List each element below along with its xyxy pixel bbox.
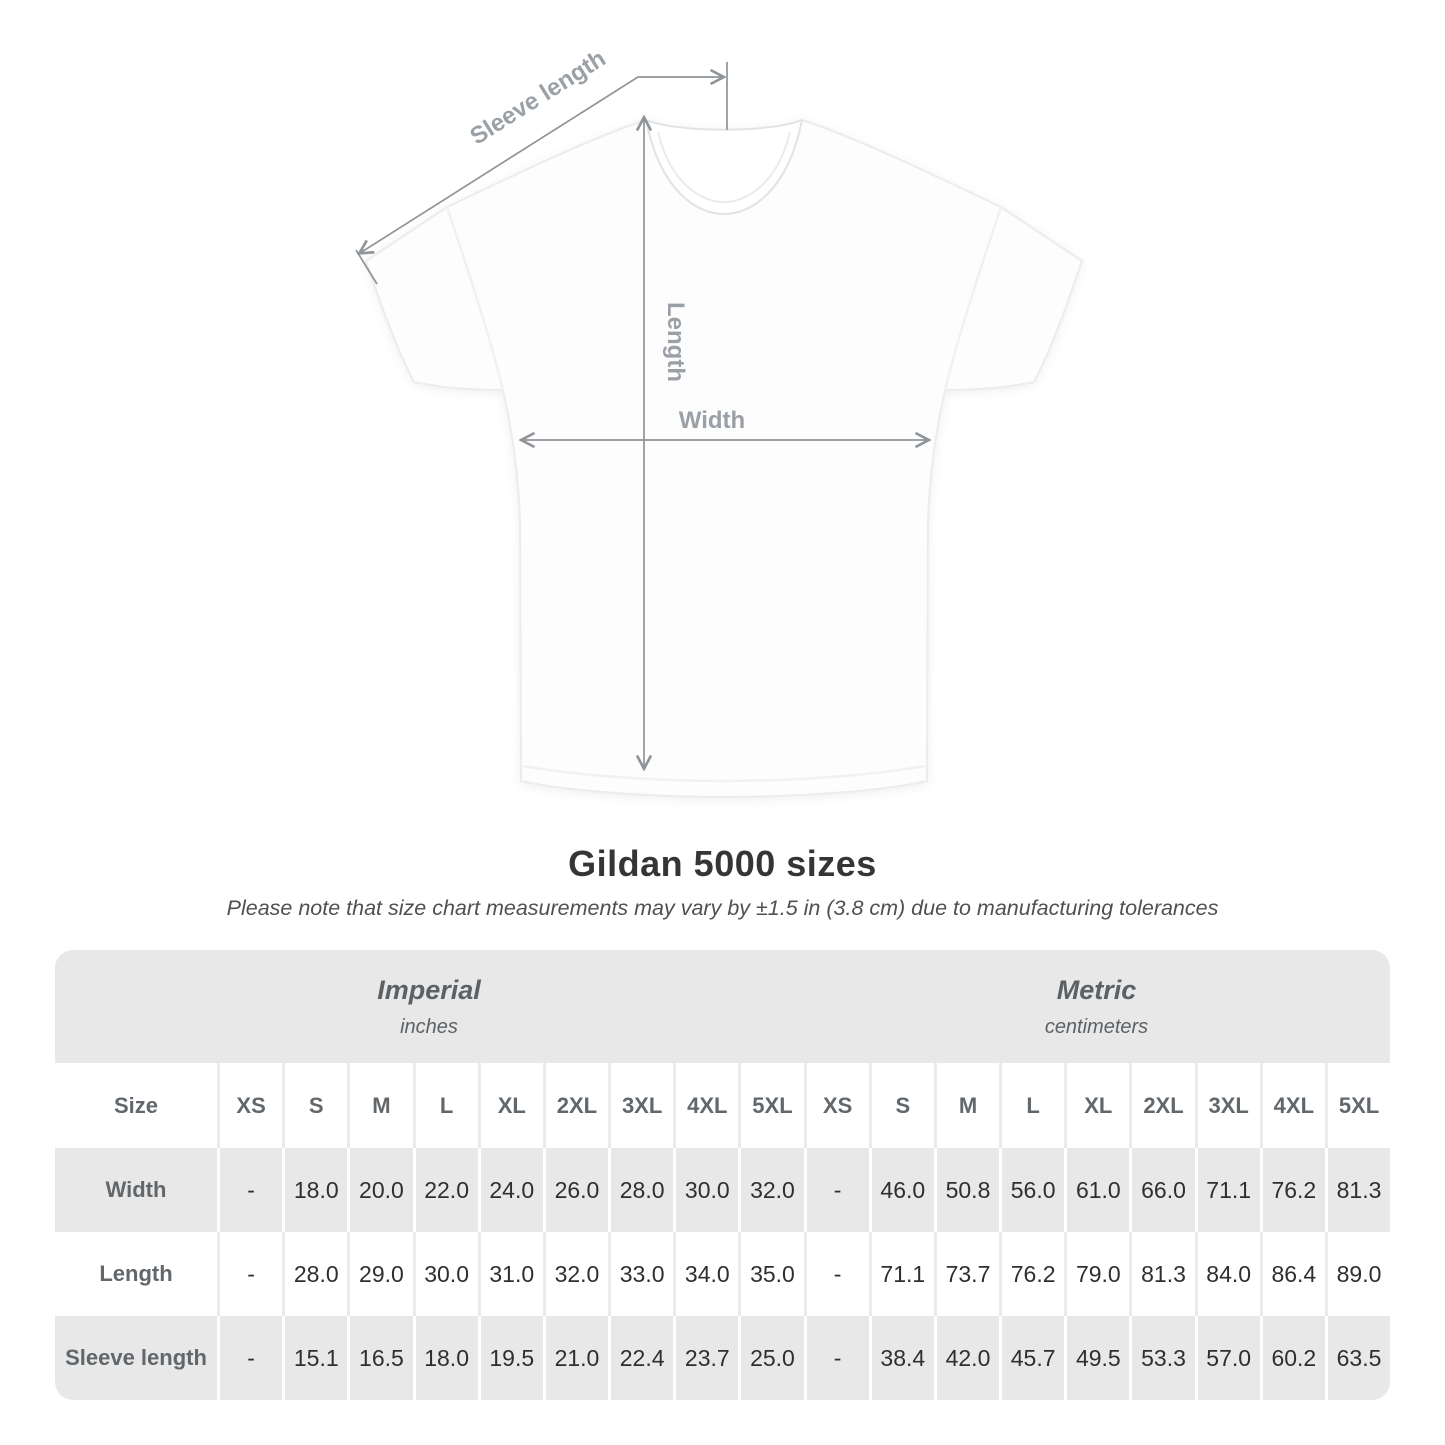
value-cell: - [803, 1148, 869, 1232]
size-corner-label: Size [113, 1092, 159, 1118]
value-cell: 26.0 [542, 1148, 608, 1232]
size-column-header: S [282, 1063, 347, 1148]
value-cell: 35.0 [738, 1232, 803, 1316]
value-cell: 81.3 [1324, 1148, 1390, 1232]
size-column-header: 5XL [1324, 1063, 1390, 1148]
size-column-header: S [868, 1063, 934, 1148]
value-cell: 23.7 [673, 1316, 738, 1400]
value-cell: 30.0 [673, 1148, 738, 1232]
unit-band: Imperial inches Metric centimeters [55, 950, 1390, 1063]
width-label: Width [679, 407, 745, 434]
size-column-header: 2XL [1129, 1063, 1194, 1148]
size-column-header: 3XL [608, 1063, 673, 1148]
value-cell: 76.2 [1259, 1148, 1325, 1232]
value-cell: 81.3 [1129, 1232, 1194, 1316]
value-cell: 60.2 [1259, 1316, 1325, 1400]
value-cell: 20.0 [347, 1148, 412, 1232]
value-cell: 24.0 [477, 1148, 543, 1232]
value-cell: 61.0 [1064, 1148, 1129, 1232]
row-label: Length [99, 1261, 173, 1286]
value-cell: 50.8 [933, 1148, 999, 1232]
value-cell: 22.4 [608, 1316, 673, 1400]
table-row: Length -28.0 29.0 30.0 31.0 32.0 33.0 34.0 35.0-… [55, 1232, 1390, 1316]
value-cell: 19.5 [477, 1316, 543, 1400]
value-cell: 42.0 [933, 1316, 999, 1400]
table-row: Sleeve length -15.1 16.5 18.0 19.5 21.0 22.4 23… [55, 1316, 1390, 1400]
value-cell: 25.0 [738, 1316, 803, 1400]
table-rows: Width -18.0 20.0 22.0 24.0 26.0 28.0 30.0 32.0-4… [55, 1148, 1390, 1400]
size-column-header: XS [803, 1063, 869, 1148]
size-column-header: L [412, 1063, 478, 1148]
value-cell: 22.0 [412, 1148, 478, 1232]
value-cell: 73.7 [933, 1232, 999, 1316]
value-cell: 86.4 [1259, 1232, 1325, 1316]
size-column-header: XS [217, 1063, 282, 1148]
value-cell: 28.0 [282, 1232, 347, 1316]
tolerance-note: Please note that size chart measurements… [226, 896, 1219, 920]
size-column-header: 4XL [1259, 1063, 1325, 1148]
value-cell: 31.0 [477, 1232, 543, 1316]
metric-label: Metric [1056, 974, 1137, 1005]
value-cell: 53.3 [1129, 1316, 1194, 1400]
sleeve-length-label: Sleeve length [465, 45, 610, 151]
value-cell: 45.7 [999, 1316, 1064, 1400]
row-label: Width [105, 1177, 167, 1202]
value-cell: 32.0 [738, 1148, 803, 1232]
value-cell: 46.0 [868, 1148, 934, 1232]
value-cell: 56.0 [999, 1148, 1064, 1232]
column-header-row: Size XS S M L XL 2XL 3XL 4XL 5XL XS S M L XL 2XL 3XL 4XL… [55, 1063, 1390, 1148]
size-column-header: M [933, 1063, 999, 1148]
size-table: Imperial inches Metric centimeters Size … [55, 950, 1390, 1400]
sleeve-length-dimension-line [360, 77, 723, 253]
size-column-header: M [347, 1063, 412, 1148]
value-cell: 33.0 [608, 1232, 673, 1316]
value-cell: 63.5 [1324, 1316, 1390, 1400]
size-column-header: 3XL [1194, 1063, 1260, 1148]
value-cell: 49.5 [1064, 1316, 1129, 1400]
table-row: Width -18.0 20.0 22.0 24.0 26.0 28.0 30.0 32.0-4… [55, 1148, 1390, 1232]
value-cell: 16.5 [347, 1316, 412, 1400]
value-cell: - [217, 1232, 282, 1316]
metric-unit: centimeters [1044, 1015, 1149, 1038]
sleeve-end-tick [355, 249, 378, 285]
value-cell: 32.0 [542, 1232, 608, 1316]
value-cell: - [217, 1316, 282, 1400]
value-cell: 30.0 [412, 1232, 478, 1316]
size-column-header: 5XL [738, 1063, 803, 1148]
value-cell: 15.1 [282, 1316, 347, 1400]
page-title: Gildan 5000 sizes [568, 843, 877, 884]
length-label: Length [662, 302, 689, 382]
imperial-label: Imperial [377, 974, 481, 1005]
tshirt-outline [364, 118, 1084, 799]
value-cell: 18.0 [282, 1148, 347, 1232]
value-cell: - [803, 1232, 869, 1316]
value-cell: 71.1 [1194, 1148, 1260, 1232]
size-column-header: XL [1064, 1063, 1129, 1148]
value-cell: 84.0 [1194, 1232, 1260, 1316]
size-column-header: L [999, 1063, 1064, 1148]
value-cell: 29.0 [347, 1232, 412, 1316]
size-column-header: 2XL [542, 1063, 608, 1148]
value-cell: 18.0 [412, 1316, 478, 1400]
row-label: Sleeve length [65, 1345, 207, 1370]
imperial-group-header: Imperial inches [55, 950, 803, 1063]
value-cell: - [217, 1148, 282, 1232]
value-cell: 21.0 [542, 1316, 608, 1400]
metric-group-header: Metric centimeters [803, 950, 1390, 1063]
value-cell: 76.2 [999, 1232, 1064, 1316]
value-cell: 89.0 [1324, 1232, 1390, 1316]
value-cell: 38.4 [868, 1316, 934, 1400]
value-cell: 28.0 [608, 1148, 673, 1232]
value-cell: 57.0 [1194, 1316, 1260, 1400]
size-column-header: XL [477, 1063, 543, 1148]
imperial-unit: inches [400, 1015, 458, 1038]
value-cell: 79.0 [1064, 1232, 1129, 1316]
size-column-header: 4XL [673, 1063, 738, 1148]
value-cell: 71.1 [868, 1232, 934, 1316]
value-cell: 34.0 [673, 1232, 738, 1316]
value-cell: - [803, 1316, 869, 1400]
value-cell: 66.0 [1129, 1148, 1194, 1232]
tshirt-measurement-diagram: Sleeve length Length Width [355, 45, 1084, 799]
